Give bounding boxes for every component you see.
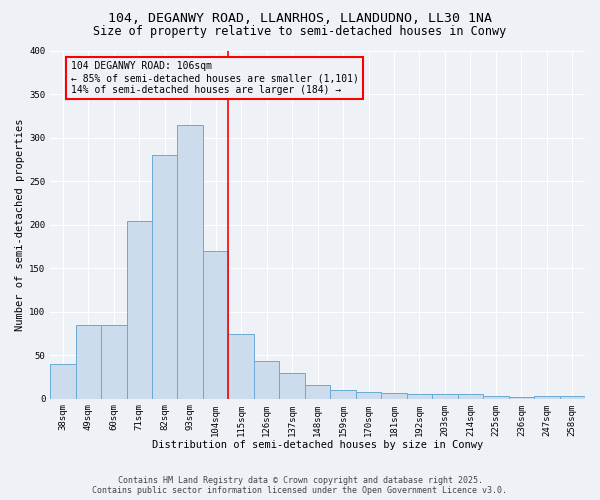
Bar [432, 394, 458, 398]
Bar [560, 396, 585, 398]
Bar [50, 364, 76, 398]
Bar [101, 325, 127, 398]
Bar [483, 396, 509, 398]
Bar [407, 394, 432, 398]
Bar [356, 392, 381, 398]
Bar [280, 372, 305, 398]
Y-axis label: Number of semi-detached properties: Number of semi-detached properties [15, 118, 25, 331]
Bar [152, 156, 178, 398]
Text: Size of property relative to semi-detached houses in Conwy: Size of property relative to semi-detach… [94, 25, 506, 38]
Bar [76, 325, 101, 398]
Text: Contains HM Land Registry data © Crown copyright and database right 2025.
Contai: Contains HM Land Registry data © Crown c… [92, 476, 508, 495]
Bar [178, 125, 203, 398]
Bar [509, 397, 534, 398]
Text: 104, DEGANWY ROAD, LLANRHOS, LLANDUDNO, LL30 1NA: 104, DEGANWY ROAD, LLANRHOS, LLANDUDNO, … [108, 12, 492, 26]
Bar [254, 362, 280, 399]
Bar [381, 392, 407, 398]
Bar [458, 394, 483, 398]
Bar [229, 334, 254, 398]
Bar [331, 390, 356, 398]
Bar [203, 251, 229, 398]
Bar [305, 385, 331, 398]
Bar [534, 396, 560, 398]
X-axis label: Distribution of semi-detached houses by size in Conwy: Distribution of semi-detached houses by … [152, 440, 483, 450]
Bar [127, 220, 152, 398]
Text: 104 DEGANWY ROAD: 106sqm
← 85% of semi-detached houses are smaller (1,101)
14% o: 104 DEGANWY ROAD: 106sqm ← 85% of semi-d… [71, 62, 358, 94]
